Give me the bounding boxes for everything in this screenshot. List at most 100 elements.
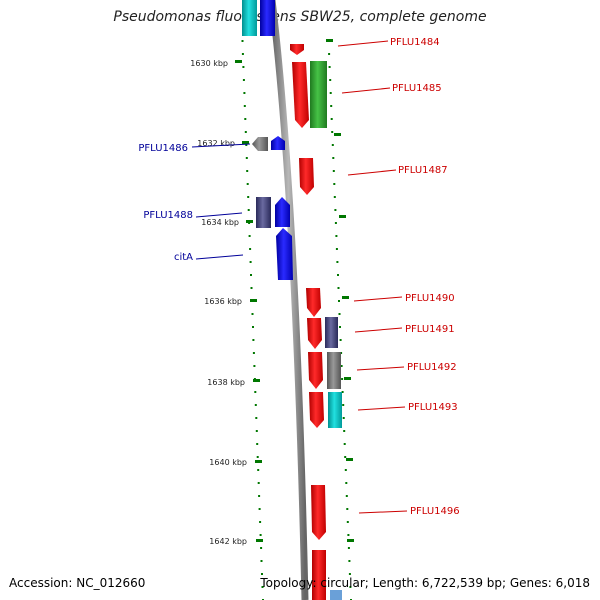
guide-dot <box>257 469 260 471</box>
guide-dot <box>329 92 332 94</box>
gene-pflu1493-red[interactable] <box>309 392 324 428</box>
ruler-tick <box>339 215 346 218</box>
gene-callouts: PFLU1484 PFLU1485 PFLU1486 PFLU1487 PFLU… <box>138 37 459 517</box>
guide-dot <box>333 183 336 185</box>
ruler: 1630 kbp 1632 kbp 1634 kbp 1636 kbp 1638… <box>190 39 354 546</box>
callout-line <box>341 87 391 94</box>
gene-label-pflu1487[interactable]: PFLU1487 <box>398 165 448 176</box>
genome-summary-text: Topology: circular; Length: 6,722,539 bp… <box>260 576 590 590</box>
gene-label-pflu1493[interactable]: PFLU1493 <box>408 402 458 413</box>
gene-pflu1487[interactable] <box>299 158 314 195</box>
guide-dot <box>348 560 351 562</box>
guide-dot <box>342 417 345 419</box>
gene-pflu1496[interactable] <box>311 485 326 540</box>
ruler-tick <box>250 299 257 302</box>
guide-dot <box>244 131 247 133</box>
guide-dot <box>250 274 252 276</box>
ruler-tick <box>235 60 242 63</box>
gene-label-cita[interactable]: citA <box>174 252 193 263</box>
callout-line <box>337 40 389 47</box>
ruler-tick <box>346 458 353 461</box>
gene-pflu1486-blue[interactable] <box>271 136 285 150</box>
ruler-label: 1630 kbp <box>190 59 228 68</box>
gene-pflu1485-red[interactable] <box>292 62 309 128</box>
guide-dot <box>255 417 258 419</box>
ruler-label: 1642 kbp <box>209 537 247 546</box>
guide-dot <box>261 573 263 575</box>
gene-bottom-lightblue[interactable] <box>330 590 342 600</box>
ruler-label: 1640 kbp <box>209 458 247 467</box>
guide-dot <box>260 560 263 562</box>
ruler-tick <box>334 133 341 136</box>
gene-pflu1484[interactable] <box>290 44 304 55</box>
guide-dot <box>328 66 331 68</box>
guide-dot <box>346 508 349 510</box>
gene-label-pflu1484[interactable]: PFLU1484 <box>390 37 440 48</box>
guide-dot <box>341 391 344 393</box>
gene-pflu1491-navy[interactable] <box>325 317 338 348</box>
guide-dot <box>241 40 244 42</box>
gene-label-pflu1490[interactable]: PFLU1490 <box>405 293 455 304</box>
guide-dot <box>346 521 349 523</box>
guide-dot <box>336 261 339 263</box>
guide-dot <box>348 573 351 575</box>
gene-pflu1491-red[interactable] <box>307 318 322 349</box>
gene-pflu1485-green[interactable] <box>310 61 327 128</box>
callout-line <box>354 327 403 333</box>
gene-pflu1493-cyan[interactable] <box>328 392 342 428</box>
guide-dot <box>260 547 263 549</box>
guide-dot <box>339 339 342 341</box>
guide-dot <box>252 339 255 341</box>
guide-dot <box>246 183 249 185</box>
gene-pflu1488-navy[interactable] <box>256 197 271 228</box>
guide-dot <box>248 235 251 237</box>
gene-bottom-red[interactable] <box>312 550 326 600</box>
gene-label-pflu1485[interactable]: PFLU1485 <box>392 83 442 94</box>
guide-dot <box>257 482 260 484</box>
callout-line <box>347 169 397 176</box>
ruler-tick <box>246 220 253 223</box>
ruler-tick <box>255 460 262 463</box>
ruler-label: 1634 kbp <box>201 218 239 227</box>
gene-label-pflu1496[interactable]: PFLU1496 <box>410 506 460 517</box>
gene-label-pflu1491[interactable]: PFLU1491 <box>405 324 455 335</box>
gene-blue-top[interactable] <box>260 0 275 36</box>
callout-line <box>191 143 251 148</box>
guide-dot <box>337 287 340 289</box>
guide-dot <box>347 547 350 549</box>
guide-dot <box>332 157 335 159</box>
gene-pflu1492-red[interactable] <box>308 352 323 389</box>
gene-pflu1486-grey[interactable] <box>252 137 268 151</box>
guide-dot <box>335 248 338 250</box>
guide-dot <box>334 222 337 224</box>
guide-dot <box>247 209 250 211</box>
guide-dot <box>331 131 334 133</box>
guide-dot <box>259 534 262 536</box>
guide-dot <box>241 53 244 55</box>
guide-dot <box>244 118 247 120</box>
gene-cyan-top[interactable] <box>242 0 257 36</box>
gene-label-pflu1492[interactable]: PFLU1492 <box>407 362 457 373</box>
gene-pflu1488-blue[interactable] <box>275 197 290 227</box>
gene-label-pflu1486[interactable]: PFLU1486 <box>138 143 188 154</box>
callout-line <box>195 212 243 218</box>
gene-label-pflu1488[interactable]: PFLU1488 <box>143 210 193 221</box>
callout-line <box>195 254 244 260</box>
guide-dot <box>345 495 348 497</box>
guide-dot <box>251 313 254 315</box>
guide-dot <box>344 469 347 471</box>
guide-dot <box>344 456 347 458</box>
gene-cita[interactable] <box>276 228 293 280</box>
accession-text: Accession: NC_012660 <box>9 576 146 590</box>
guide-dot <box>335 235 338 237</box>
ruler-tick <box>344 377 351 380</box>
ruler-tick <box>253 379 260 382</box>
gene-pflu1492-grey[interactable] <box>327 352 341 389</box>
guide-dot <box>253 365 256 367</box>
guide-dot <box>342 404 345 406</box>
gene-pflu1490[interactable] <box>306 288 321 317</box>
guide-dot <box>345 482 348 484</box>
guide-dot <box>258 508 261 510</box>
guide-dot <box>245 144 248 146</box>
